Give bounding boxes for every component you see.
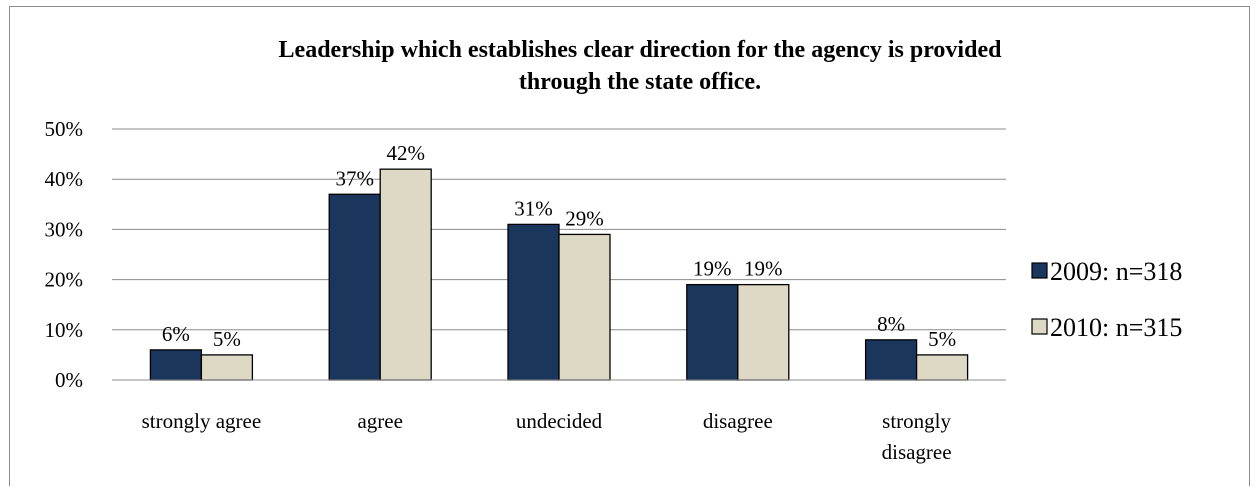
data-label: 6% (162, 322, 190, 346)
chart-frame (9, 6, 1250, 486)
data-labels: 6% 5% 37% 42% 31% 29% 19% 19% 8% 5% (162, 141, 956, 351)
bar (864, 339, 918, 381)
y-tick-label: 0% (55, 368, 83, 392)
category-label: disagree (703, 409, 773, 433)
category-label: disagree (882, 440, 952, 464)
bar (737, 283, 790, 381)
legend: 2009: n=318 2010: n=315 (1031, 257, 1182, 342)
data-label: 42% (386, 141, 425, 165)
category-label: strongly (882, 409, 951, 433)
bar (149, 349, 203, 381)
bar (686, 283, 739, 381)
chart-title-line: Leadership which establishes clear direc… (279, 37, 1003, 63)
y-tick-label: 10% (45, 318, 84, 342)
y-axis-ticks: 0% 10% 20% 30% 40% 50% (45, 117, 84, 392)
bar (328, 193, 381, 381)
data-label: 5% (213, 327, 241, 351)
bar (558, 233, 611, 381)
y-tick-label: 40% (45, 167, 84, 191)
y-tick-label: 20% (45, 268, 84, 292)
chart-title: Leadership which establishes clear direc… (279, 37, 1003, 95)
category-label: undecided (516, 409, 603, 433)
data-label: 19% (693, 257, 732, 281)
bar (379, 168, 432, 381)
data-label: 31% (514, 196, 553, 220)
data-label: 8% (877, 312, 905, 336)
y-tick-label: 30% (45, 217, 84, 241)
legend-label: 2010: n=315 (1050, 313, 1182, 342)
data-label: 19% (744, 257, 783, 281)
legend-swatch (1031, 262, 1048, 279)
data-label: 37% (335, 166, 374, 190)
y-tick-label: 50% (45, 117, 84, 141)
legend-swatch (1031, 318, 1048, 335)
category-label: strongly agree (142, 409, 262, 433)
category-labels: strongly agree agree undecided disagree stro… (142, 409, 952, 464)
category-label: agree (357, 409, 402, 433)
data-label: 29% (565, 206, 604, 230)
bars (149, 168, 969, 381)
legend-label: 2009: n=318 (1050, 257, 1182, 286)
bar (200, 354, 254, 381)
chart-title-line: through the state office. (519, 69, 761, 95)
data-label: 5% (928, 327, 956, 351)
bar (507, 223, 560, 381)
bar (915, 354, 969, 381)
